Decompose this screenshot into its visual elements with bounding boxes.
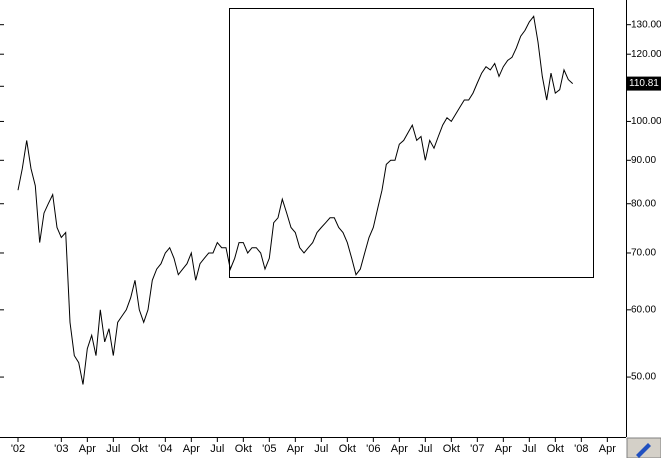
annotation-box [229,8,594,278]
x-tick-label: '03 [54,443,68,455]
x-tick-label: '08 [574,443,588,455]
y-tick-label: 50.00 [631,372,656,383]
x-tick-label: Apr [391,443,408,455]
x-tick-label: Apr [495,443,512,455]
x-tick-label: '02 [11,443,25,455]
y-tick-label: 70.00 [631,248,656,259]
x-tick-label: '04 [158,443,172,455]
x-tick-label: '05 [262,443,276,455]
x-tick-label: Jul [522,443,536,455]
x-tick-label: Jul [418,443,432,455]
tool-icon[interactable] [626,437,661,458]
x-tick-label: Jul [210,443,224,455]
pencil-icon [636,443,651,458]
x-tick-label: Okt [339,443,356,455]
last-price-box [627,76,661,91]
x-tick-label: Okt [235,443,252,455]
x-tick-label: Apr [79,443,96,455]
x-tick-label: '06 [366,443,380,455]
x-tick-label: Okt [547,443,564,455]
x-tick-label: Okt [443,443,460,455]
y-tick-label: 120.00 [631,49,661,60]
y-tick-label: 130.00 [631,19,661,30]
x-tick-label: Apr [287,443,304,455]
last-price-label: 110.81 [629,78,659,89]
y-tick-label: 60.00 [631,304,656,315]
y-tick-label: 100.00 [631,116,661,127]
x-tick-label: Okt [131,443,148,455]
x-tick-label: Jul [314,443,328,455]
x-tick-label: Apr [599,443,616,455]
y-tick-label: 80.00 [631,198,656,209]
price-line [17,15,574,385]
x-tick-label: Jul [106,443,120,455]
x-tick-label: Apr [183,443,200,455]
y-tick-label: 90.00 [631,155,656,166]
x-tick-label: '07 [470,443,484,455]
